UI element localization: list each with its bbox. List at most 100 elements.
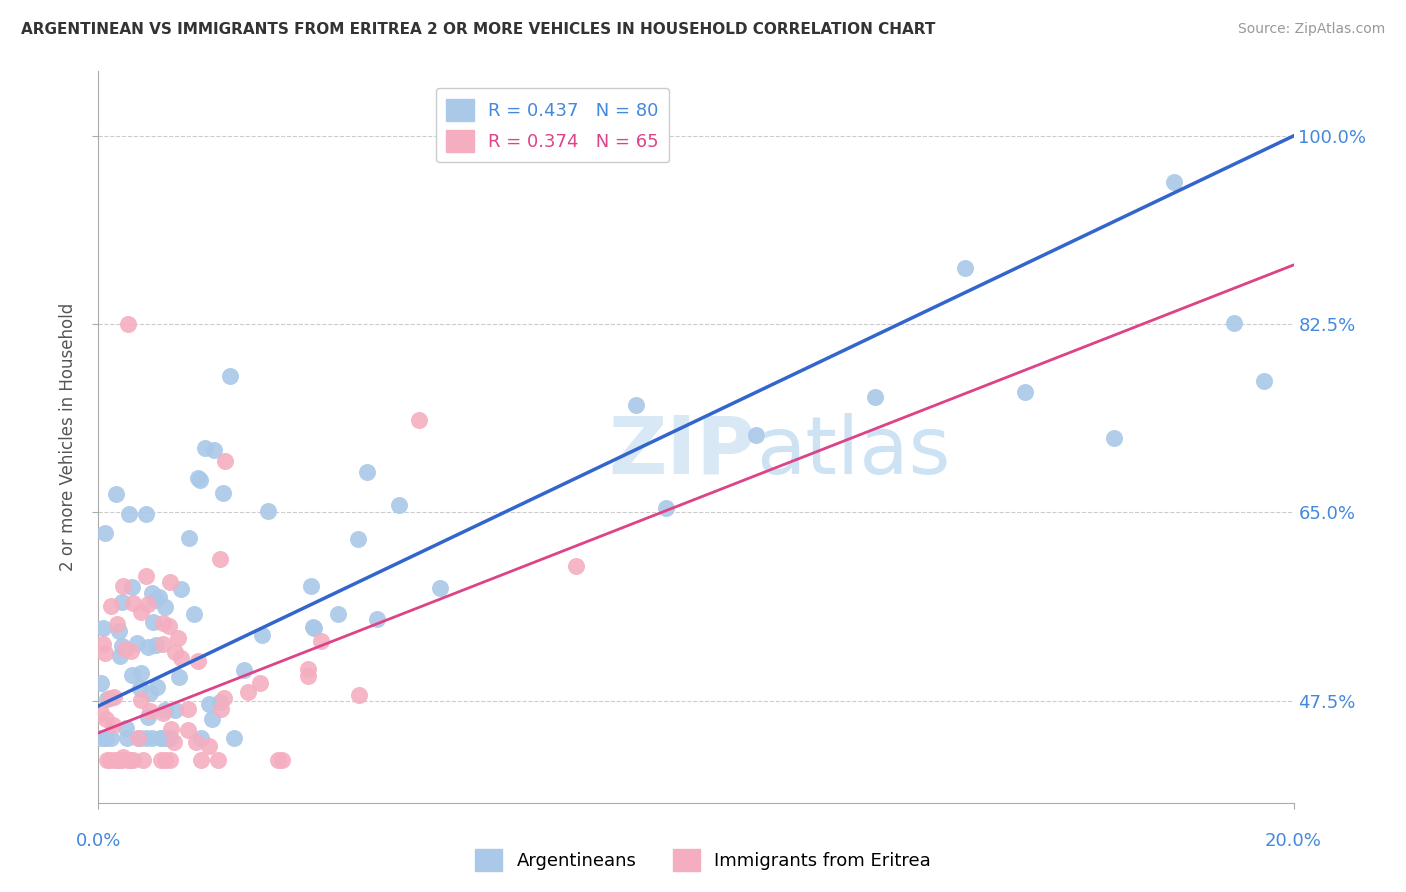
Point [153, 731, 176, 746]
Point [183, 607, 205, 621]
Point [214, 454, 236, 468]
Point [188, 473, 211, 487]
Point [356, 465, 378, 479]
Point [135, 731, 157, 746]
Point [170, 650, 193, 665]
Point [233, 663, 256, 677]
Point [148, 590, 170, 604]
Point [159, 753, 181, 767]
Point [347, 688, 370, 702]
Point [177, 702, 200, 716]
Point [103, 717, 125, 731]
Point [267, 753, 290, 767]
Point [201, 712, 224, 726]
Point [110, 753, 132, 767]
Point [152, 706, 174, 720]
Point [96, 753, 118, 767]
Point [302, 621, 325, 635]
Point [111, 639, 134, 653]
Point [118, 753, 141, 767]
Text: Source: ZipAtlas.com: Source: ZipAtlas.com [1237, 22, 1385, 37]
Point [299, 579, 322, 593]
Point [136, 709, 159, 723]
Point [249, 676, 271, 690]
Point [98, 753, 121, 767]
Point [198, 697, 221, 711]
Point [94, 646, 117, 660]
Point [141, 586, 163, 600]
Point [302, 620, 325, 634]
Point [347, 532, 370, 546]
Point [121, 644, 143, 658]
Point [127, 636, 149, 650]
Point [208, 695, 231, 709]
Point [953, 260, 976, 275]
Point [143, 592, 166, 607]
Point [94, 731, 117, 746]
Point [96, 712, 118, 726]
Point [177, 531, 200, 545]
Point [160, 722, 183, 736]
Point [190, 731, 212, 746]
Text: atlas: atlas [756, 413, 950, 491]
Point [111, 579, 134, 593]
Point [224, 731, 246, 746]
Point [145, 638, 167, 652]
Point [117, 753, 139, 767]
Point [118, 507, 141, 521]
Point [103, 690, 125, 705]
Point [152, 637, 174, 651]
Point [139, 686, 162, 700]
Point [141, 731, 163, 746]
Point [149, 753, 172, 767]
Point [128, 731, 150, 746]
Point [127, 731, 149, 746]
Point [209, 552, 232, 566]
Point [211, 486, 233, 500]
Point [159, 731, 181, 746]
Point [152, 615, 174, 630]
Legend: Argentineans, Immigrants from Eritrea: Argentineans, Immigrants from Eritrea [468, 842, 938, 879]
Point [163, 735, 186, 749]
Point [202, 442, 225, 457]
Point [218, 369, 240, 384]
Point [122, 753, 145, 767]
Point [149, 731, 172, 746]
Point [429, 581, 451, 595]
Point [105, 487, 128, 501]
Point [90, 676, 112, 690]
Point [100, 731, 122, 746]
Point [142, 615, 165, 630]
Point [626, 398, 648, 412]
Point [149, 731, 172, 746]
Point [1223, 316, 1246, 330]
Point [131, 693, 153, 707]
Point [163, 645, 186, 659]
Point [153, 600, 176, 615]
Point [111, 595, 134, 609]
Y-axis label: 2 or more Vehicles in Household: 2 or more Vehicles in Household [59, 303, 77, 571]
Point [328, 607, 350, 622]
Point [270, 753, 292, 767]
Point [107, 617, 129, 632]
Point [159, 574, 181, 589]
Point [256, 504, 278, 518]
Point [297, 662, 319, 676]
Point [186, 735, 208, 749]
Point [153, 703, 176, 717]
Point [190, 753, 212, 767]
Point [121, 580, 143, 594]
Point [214, 690, 236, 705]
Point [655, 501, 678, 516]
Point [136, 640, 159, 654]
Point [100, 599, 122, 613]
Point [90, 731, 112, 746]
Point [107, 753, 129, 767]
Point [297, 669, 319, 683]
Point [91, 621, 114, 635]
Point [104, 753, 127, 767]
Point [1163, 176, 1185, 190]
Point [115, 721, 138, 735]
Text: 0.0%: 0.0% [76, 832, 121, 850]
Point [135, 568, 157, 582]
